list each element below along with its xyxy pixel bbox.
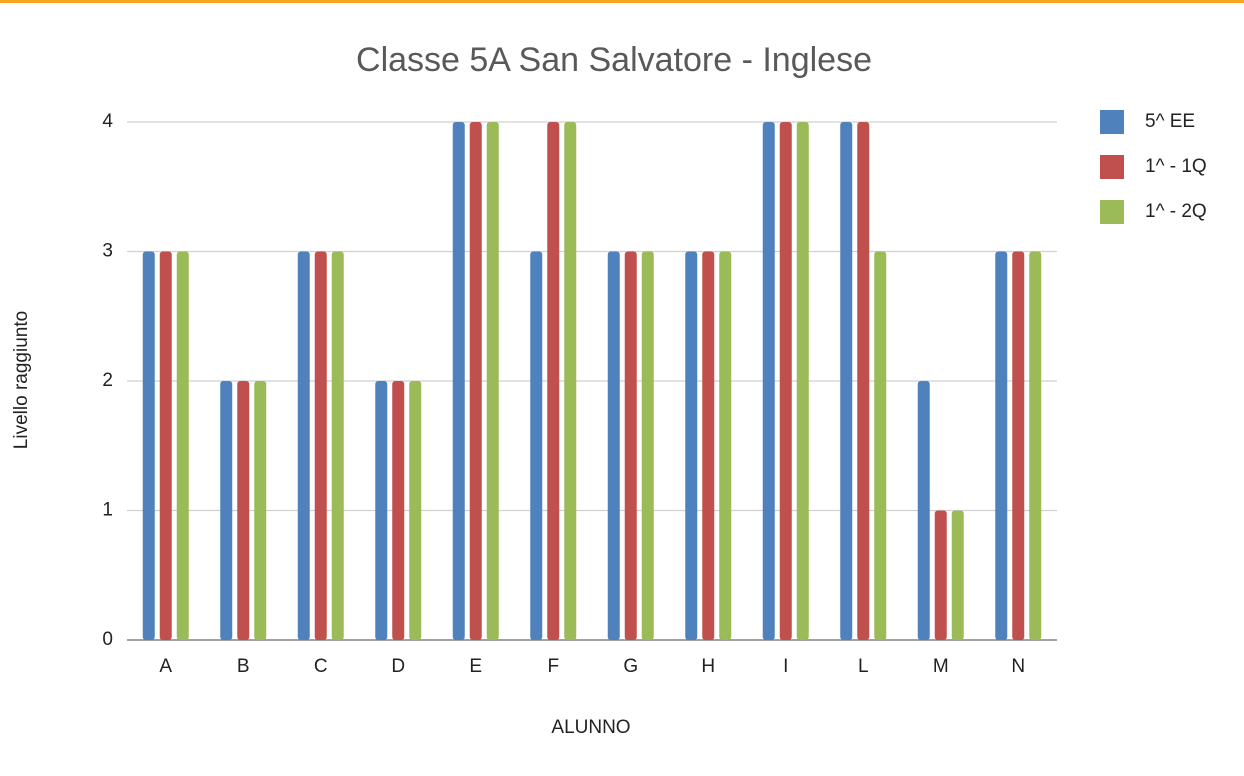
- x-tick-label: A: [159, 656, 172, 677]
- y-tick-label: 1: [102, 500, 113, 521]
- x-tick-label: D: [391, 656, 405, 677]
- x-tick-label: G: [623, 656, 638, 677]
- x-tick-label: I: [783, 656, 788, 677]
- x-tick-label: B: [237, 656, 250, 677]
- legend-label: 1^ - 2Q: [1145, 201, 1207, 222]
- bar: [254, 381, 267, 640]
- bar: [1029, 251, 1042, 640]
- legend-swatch: [1100, 110, 1124, 134]
- y-axis-label: Livello raggiunto: [11, 311, 32, 449]
- x-tick-label: N: [1011, 656, 1025, 677]
- x-tick-label: C: [314, 656, 328, 677]
- x-axis-label: ALUNNO: [551, 717, 630, 738]
- bar: [547, 122, 560, 640]
- bar: [176, 251, 189, 640]
- bar: [624, 251, 637, 640]
- bar: [779, 122, 792, 640]
- bar: [995, 251, 1008, 640]
- y-tick-label: 4: [102, 111, 113, 132]
- bar: [220, 381, 233, 640]
- bar: [331, 251, 344, 640]
- bar: [375, 381, 388, 640]
- bar: [607, 251, 620, 640]
- top-border: [0, 0, 1244, 3]
- bar: [159, 251, 172, 640]
- bar: [237, 381, 250, 640]
- bar: [142, 251, 155, 640]
- y-tick-label: 3: [102, 241, 113, 262]
- bar: [762, 122, 775, 640]
- bar: [917, 381, 930, 640]
- bar: [702, 251, 715, 640]
- bar: [840, 122, 853, 640]
- bar: [297, 251, 310, 640]
- bar: [685, 251, 698, 640]
- bar: [951, 510, 964, 640]
- x-tick-label: M: [933, 656, 949, 677]
- bar: [719, 251, 732, 640]
- x-tick-label: H: [701, 656, 715, 677]
- bar: [564, 122, 577, 640]
- bar: [641, 251, 654, 640]
- bar: [392, 381, 405, 640]
- legend-swatch: [1100, 155, 1124, 179]
- x-tick-label: F: [547, 656, 559, 677]
- bar: [857, 122, 870, 640]
- bar: [874, 251, 887, 640]
- bar: [1012, 251, 1025, 640]
- x-tick-label: E: [469, 656, 482, 677]
- legend-label: 5^ EE: [1145, 111, 1195, 132]
- bar: [530, 251, 543, 640]
- x-tick-label: L: [858, 656, 869, 677]
- legend-swatch: [1100, 200, 1124, 224]
- bar: [796, 122, 809, 640]
- bar: [452, 122, 465, 640]
- bar: [469, 122, 482, 640]
- bar: [409, 381, 422, 640]
- bar: [314, 251, 327, 640]
- chart-title: Classe 5A San Salvatore - Inglese: [356, 41, 872, 79]
- y-tick-label: 2: [102, 370, 113, 391]
- bar: [934, 510, 947, 640]
- y-tick-label: 0: [102, 629, 113, 650]
- legend-label: 1^ - 1Q: [1145, 156, 1207, 177]
- bar: [486, 122, 499, 640]
